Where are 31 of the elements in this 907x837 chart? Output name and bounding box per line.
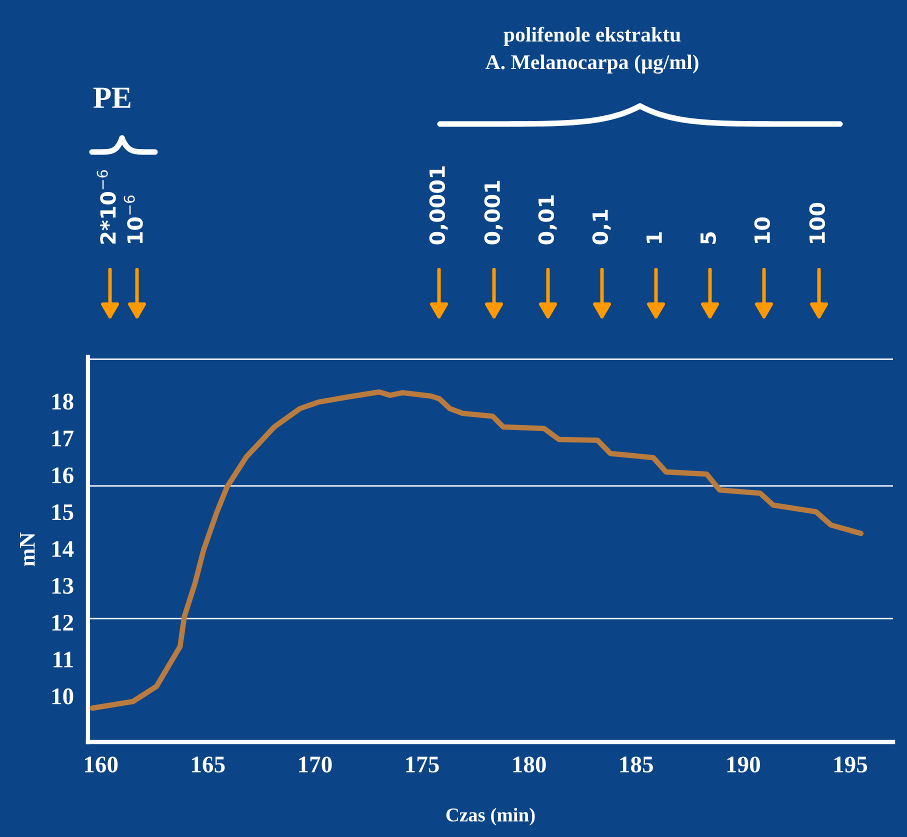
text: 0,01: [538, 195, 557, 244]
x-tick-label: 175: [406, 756, 439, 773]
y-tick-label: 14: [52, 541, 74, 557]
text: 100: [809, 202, 826, 243]
x-tick-label: 165: [192, 756, 225, 773]
y-tick-label: 17: [52, 430, 74, 446]
text: 5: [700, 232, 716, 244]
x-tick-label: 180: [513, 756, 546, 773]
y-tick-label: 12: [52, 614, 74, 630]
y-tick-label: 16: [52, 467, 74, 484]
y-axis-title: mN: [20, 532, 35, 566]
y-tick-label: 15: [52, 504, 74, 520]
text: 0,001: [484, 180, 503, 244]
text: 0,1: [592, 210, 611, 244]
text: 2*10$^{−6}$: [96, 170, 116, 244]
x-axis-title: Czas (min): [446, 808, 535, 826]
y-tick-label: 18: [52, 394, 74, 410]
text: polifenole ekstraktu A. Melanocarpa (µg/ml): [486, 26, 698, 74]
text: 10$^{−6}$: [124, 196, 143, 243]
text: 10: [754, 217, 770, 243]
text: 0,0001: [429, 166, 448, 244]
x-tick-label: 190: [727, 756, 760, 773]
text: PE: [93, 88, 130, 108]
y-tick-label: 10: [52, 688, 74, 704]
y-tick-label: 11: [54, 652, 73, 668]
x-tick-label: 160: [85, 756, 118, 773]
x-tick-label: 195: [834, 756, 868, 773]
x-tick-label: 185: [620, 756, 653, 773]
y-tick-label: 13: [52, 578, 74, 594]
x-tick-label: 170: [299, 756, 332, 773]
text: 1: [646, 232, 662, 243]
